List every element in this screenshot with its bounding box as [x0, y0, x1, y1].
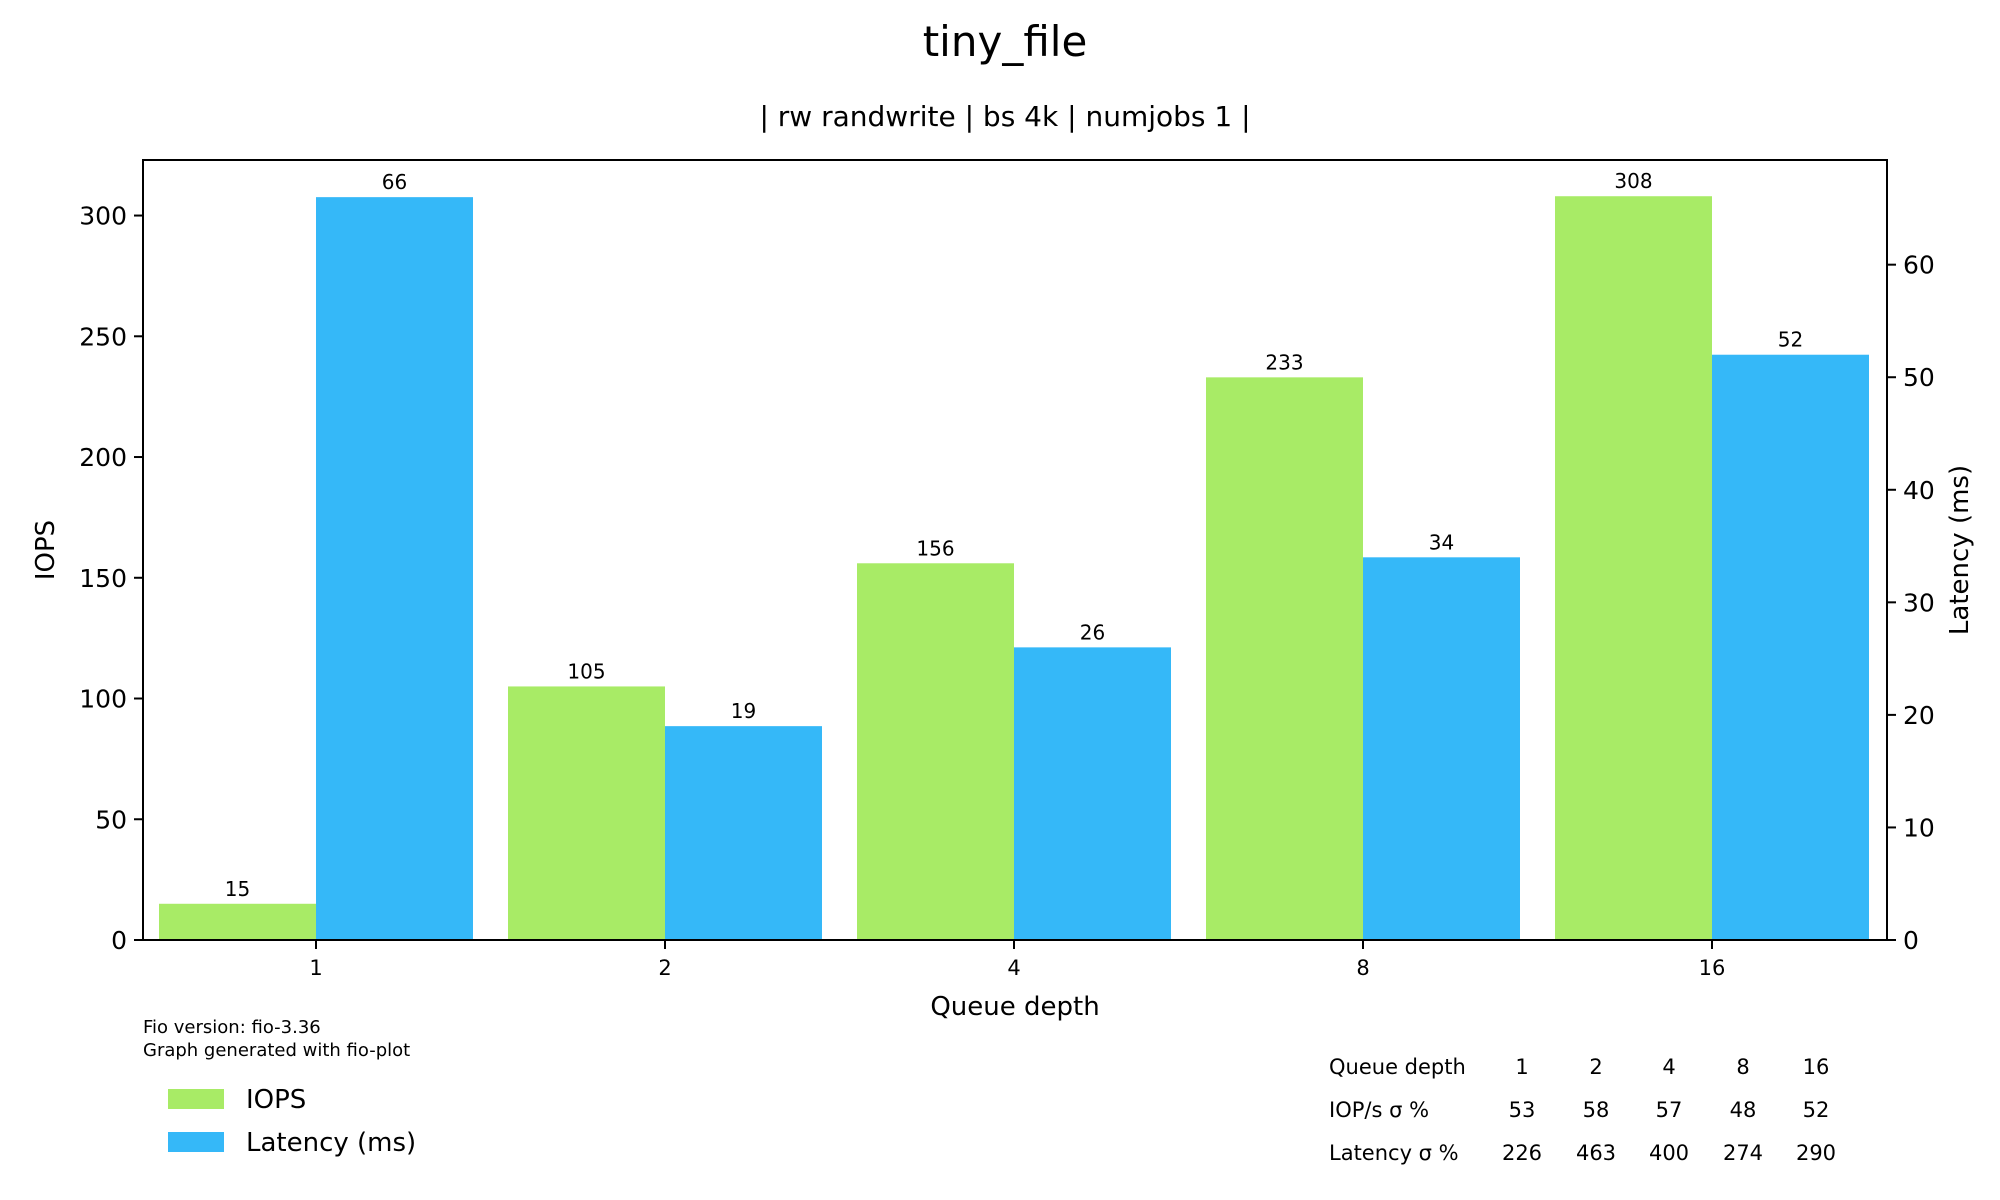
iops-bar-2	[508, 686, 665, 940]
stats-row-label: Latency σ %	[1329, 1141, 1459, 1165]
iops-value-label-1: 15	[225, 877, 250, 901]
bar-value-labels: 15 66 105 19 156 26 233 34 308 52	[225, 169, 1803, 901]
y-tick-label: 100	[79, 685, 127, 714]
y-tick-label: 0	[111, 926, 127, 955]
latency-bar-2	[665, 726, 822, 940]
legend-label-iops: IOPS	[246, 1085, 306, 1115]
stats-cell: 463	[1576, 1141, 1616, 1165]
y2-tick-label: 50	[1903, 363, 1935, 392]
iops-bar-8	[1206, 377, 1363, 940]
iops-value-label-2: 105	[567, 659, 605, 683]
chart-title: tiny_file	[923, 17, 1088, 66]
stats-cell: 2	[1589, 1055, 1602, 1079]
iops-bar-4	[857, 563, 1014, 940]
fio-plot-note: Graph generated with fio-plot	[143, 1040, 410, 1061]
latency-value-label-2: 19	[731, 699, 756, 723]
y2-tick-label: 60	[1903, 251, 1935, 280]
y2-tick-label: 10	[1903, 813, 1935, 842]
iops-value-label-16: 308	[1614, 169, 1652, 193]
x-tick-label: 4	[1007, 956, 1020, 980]
iops-bar-16	[1555, 196, 1712, 941]
stats-cell: 53	[1509, 1098, 1536, 1122]
stats-cell: 16	[1803, 1055, 1830, 1079]
x-axis: 1 2 4 8 16	[309, 940, 1725, 980]
y2-tick-label: 0	[1903, 926, 1919, 955]
y-tick-label: 250	[79, 322, 127, 351]
legend-label-latency: Latency (ms)	[246, 1128, 416, 1158]
latency-bar-8	[1363, 557, 1520, 940]
y-tick-label: 150	[79, 564, 127, 593]
x-axis-label: Queue depth	[930, 992, 1099, 1022]
y2-axis-label: Latency (ms)	[1945, 465, 1975, 635]
stats-cell: 52	[1803, 1098, 1830, 1122]
latency-value-label-4: 26	[1080, 620, 1105, 644]
bars-layer	[159, 196, 1869, 941]
stats-cell: 1	[1515, 1055, 1528, 1079]
stats-cell: 400	[1649, 1141, 1689, 1165]
stats-row-label: Queue depth	[1329, 1055, 1466, 1079]
latency-bar-1	[316, 197, 473, 941]
latency-bar-16	[1712, 354, 1869, 940]
y2-tick-label: 40	[1903, 476, 1935, 505]
iops-value-label-4: 156	[916, 536, 954, 560]
iops-value-label-8: 233	[1265, 350, 1303, 374]
stats-cell: 58	[1583, 1098, 1610, 1122]
y2-tick-label: 30	[1903, 588, 1935, 617]
y-tick-label: 300	[79, 202, 127, 231]
stats-cell: 290	[1796, 1141, 1836, 1165]
stats-cell: 48	[1730, 1098, 1757, 1122]
fio-version-note: Fio version: fio-3.36	[143, 1017, 321, 1038]
y-axis-right: 0 10 20 30 40 50 60	[1887, 251, 1935, 955]
y-axis-left: 0 50 100 150 200 250 300	[79, 202, 143, 955]
latency-value-label-8: 34	[1429, 530, 1454, 554]
stats-cell: 226	[1502, 1141, 1542, 1165]
x-tick-label: 1	[309, 956, 322, 980]
stats-cell: 4	[1662, 1055, 1675, 1079]
x-tick-label: 8	[1356, 956, 1369, 980]
chart-subtitle: | rw randwrite | bs 4k | numjobs 1 |	[759, 100, 1250, 133]
y-axis-label: IOPS	[31, 520, 61, 580]
x-tick-label: 16	[1699, 956, 1726, 980]
iops-bar-1	[159, 903, 316, 940]
latency-bar-4	[1014, 647, 1171, 940]
stats-cell: 274	[1723, 1141, 1763, 1165]
latency-value-label-1: 66	[382, 170, 407, 194]
latency-value-label-16: 52	[1778, 328, 1803, 352]
stats-cell: 57	[1656, 1098, 1683, 1122]
x-tick-label: 2	[658, 956, 671, 980]
stats-cell: 8	[1736, 1055, 1749, 1079]
legend-swatch-iops	[168, 1089, 224, 1109]
y2-tick-label: 20	[1903, 701, 1935, 730]
legend: IOPS Latency (ms)	[168, 1085, 416, 1158]
stats-row-label: IOP/s σ %	[1329, 1098, 1429, 1122]
y-tick-label: 50	[95, 805, 127, 834]
y-tick-label: 200	[79, 443, 127, 472]
legend-swatch-latency	[168, 1132, 224, 1152]
